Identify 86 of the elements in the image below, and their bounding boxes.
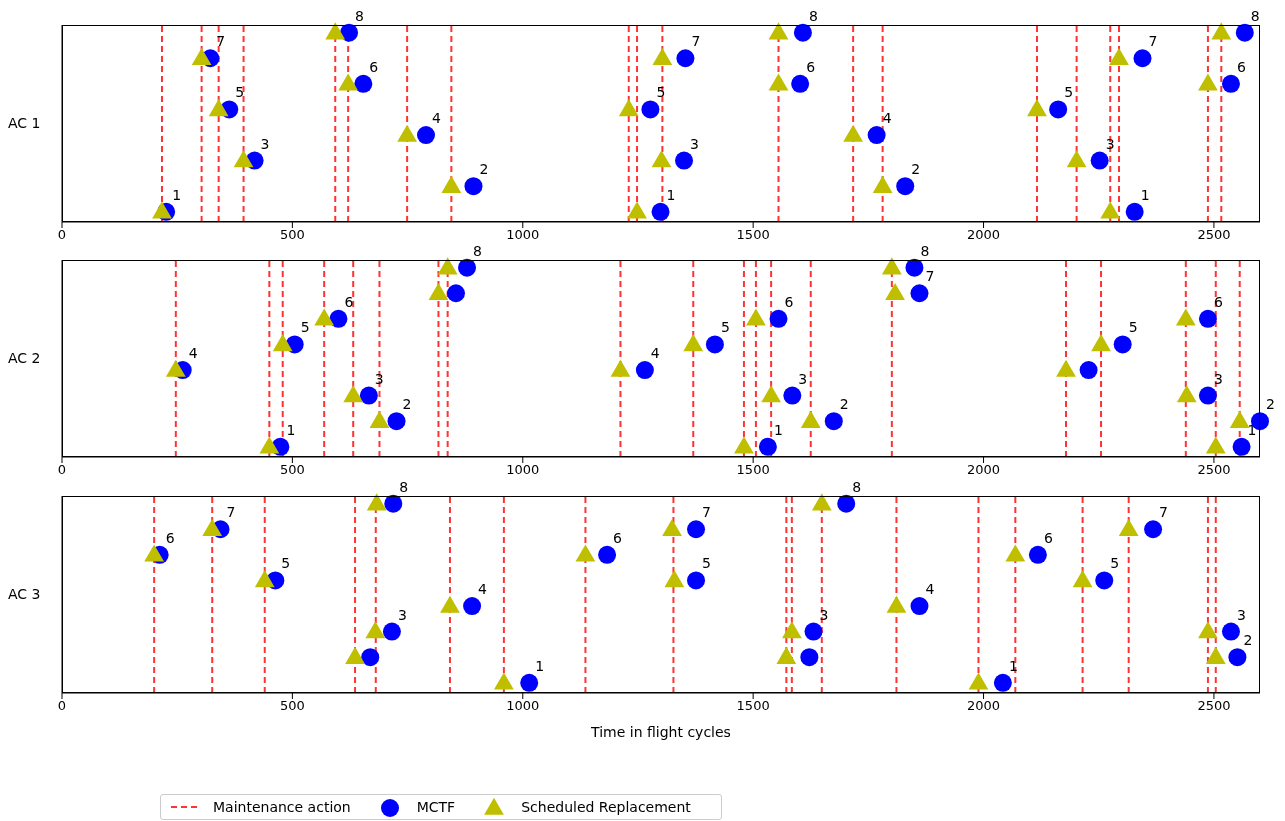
y-axis-title: AC 3 [8,586,41,603]
data-label: 4 [650,345,660,362]
x-tick-label: 500 [279,462,305,478]
data-label: 8 [852,478,862,495]
x-tick-label: 1000 [506,698,540,714]
data-label: 6 [1043,529,1053,546]
data-label: 7 [226,504,236,521]
data-label: 4 [432,110,442,127]
legend-label: Scheduled Replacement [521,799,691,815]
data-label: 4 [188,345,198,362]
y-axis-title: AC 1 [8,115,41,132]
data-label: 2 [1243,632,1253,649]
data-label: 5 [281,555,291,572]
x-tick-label: 1000 [506,462,540,478]
data-label: 5 [235,84,245,101]
data-label: 1 [286,421,296,438]
data-label: 1 [1140,186,1150,203]
data-label: 6 [613,529,623,546]
data-label: 6 [344,293,354,310]
data-label: 3 [374,370,384,387]
data-label: 7 [691,33,701,50]
data-label: 5 [720,319,730,336]
data-label: 1 [1008,657,1018,674]
data-label: 8 [355,7,364,24]
data-label: 1 [666,186,676,203]
data-label: 4 [882,110,892,127]
x-tick-label: 0 [57,698,67,714]
data-label: 4 [478,581,488,598]
x-tick-label: 2500 [1197,462,1231,478]
data-label: 3 [798,370,808,387]
data-label: 7 [1148,33,1158,50]
data-label: 3 [1236,606,1246,623]
legend-label: MCTF [416,799,456,815]
data-label: 5 [702,555,711,572]
data-label: 8 [473,242,482,259]
data-label: 1 [773,421,783,438]
data-label: 7 [925,268,935,285]
data-label: 5 [656,84,666,101]
data-label: 8 [920,242,930,259]
x-tick-label: 2000 [966,462,1001,478]
data-label: 1 [1247,421,1257,438]
data-label: 3 [260,135,270,152]
data-label: 8 [1250,7,1260,24]
data-label: 8 [399,478,409,495]
text: Maintenance action [213,799,351,815]
x-tick-label: 1500 [736,462,770,478]
x-tick-label: 2000 [966,227,1001,243]
x-tick-label: 2500 [1197,698,1231,714]
x-tick-label: 500 [279,698,305,714]
data-label: 6 [806,58,816,75]
x-tick-label: 2000 [966,698,1001,714]
data-label: 3 [1105,135,1115,152]
data-label: 2 [1266,396,1275,413]
x-tick-label: 0 [57,462,67,478]
data-label: 6 [1213,293,1223,310]
x-tick-label: 1500 [736,227,770,243]
data-label: 2 [479,161,489,178]
x-tick-label: 0 [57,227,67,243]
data-label: 6 [165,529,175,546]
data-label: 8 [808,7,818,24]
data-label: 5 [1128,319,1138,336]
data-label: 2 [402,396,412,413]
x-axis-title: Time in flight cycles [590,724,731,740]
x-tick-label: 1500 [736,698,770,714]
x-tick-label: 500 [279,227,305,243]
x-tick-label: 2500 [1197,227,1231,243]
data-label: 7 [1159,504,1169,521]
data-label: 3 [1213,370,1223,387]
data-label: 2 [911,161,921,178]
data-label: 7 [216,33,226,50]
data-label: 6 [1236,58,1246,75]
data-label: 7 [702,504,711,521]
data-label: 3 [397,606,407,623]
data-label: 1 [172,186,182,203]
data-label: 6 [369,58,379,75]
data-label: 3 [819,606,829,623]
data-label: 2 [839,396,849,413]
x-tick-label: 1000 [506,227,540,243]
data-label: 5 [1064,84,1074,101]
data-label: 1 [535,657,545,674]
data-label: 5 [1110,555,1120,572]
data-label: 4 [925,581,935,598]
y-axis-title: AC 2 [8,350,41,367]
data-label: 5 [300,319,310,336]
data-label: 3 [690,135,699,152]
data-label: 6 [784,293,794,310]
